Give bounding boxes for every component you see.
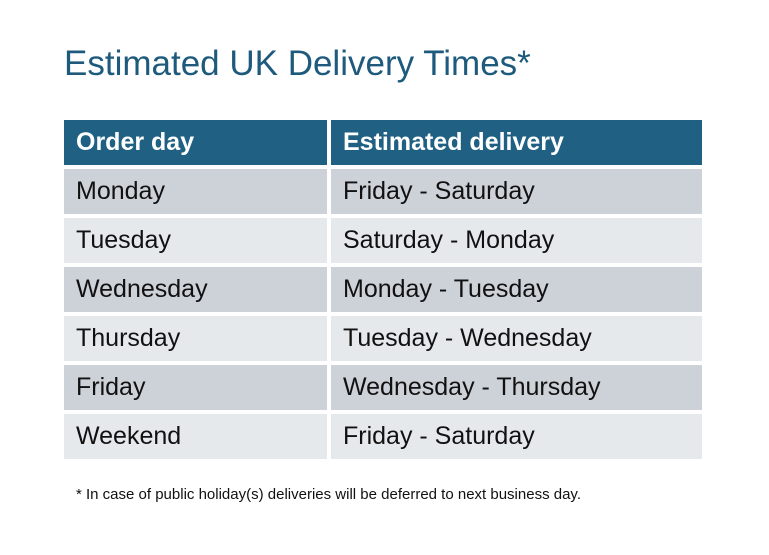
order-day-cell: Weekend [64,414,327,459]
order-day-cell: Tuesday [64,218,327,263]
table-row: Weekend Friday - Saturday [64,414,702,459]
table-row: Wednesday Monday - Tuesday [64,267,702,312]
header-estimated-delivery: Estimated delivery [331,120,702,165]
delivery-cell: Wednesday - Thursday [331,365,702,410]
page-title: Estimated UK Delivery Times* [64,44,531,83]
delivery-cell: Friday - Saturday [331,169,702,214]
delivery-cell: Saturday - Monday [331,218,702,263]
delivery-cell: Monday - Tuesday [331,267,702,312]
order-day-cell: Wednesday [64,267,327,312]
header-order-day: Order day [64,120,327,165]
table-header-row: Order day Estimated delivery [64,120,702,165]
order-day-cell: Monday [64,169,327,214]
delivery-cell: Friday - Saturday [331,414,702,459]
delivery-times-table: Order day Estimated delivery Monday Frid… [64,120,702,463]
footnote: * In case of public holiday(s) deliverie… [76,486,581,503]
table-row: Thursday Tuesday - Wednesday [64,316,702,361]
table-row: Monday Friday - Saturday [64,169,702,214]
delivery-cell: Tuesday - Wednesday [331,316,702,361]
table-row: Friday Wednesday - Thursday [64,365,702,410]
order-day-cell: Friday [64,365,327,410]
table-row: Tuesday Saturday - Monday [64,218,702,263]
order-day-cell: Thursday [64,316,327,361]
